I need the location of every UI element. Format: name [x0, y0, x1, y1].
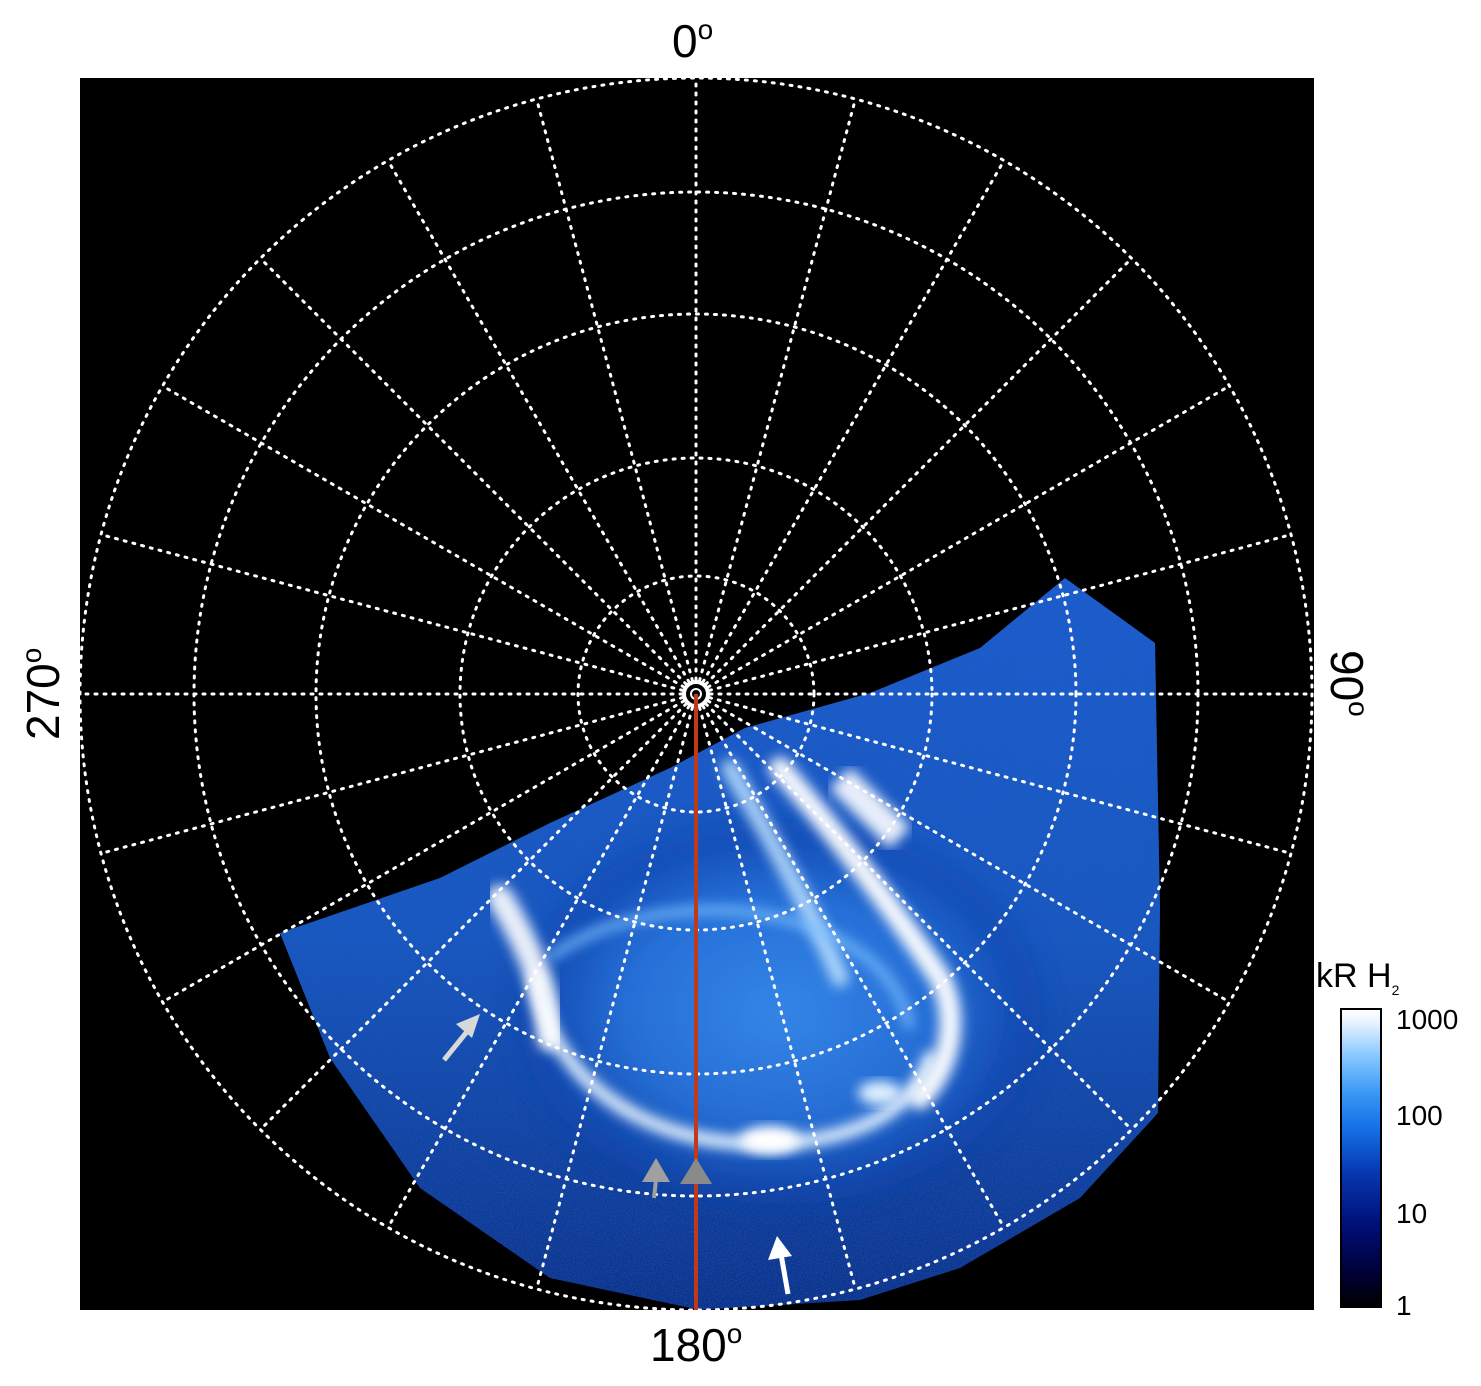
longitude-spoke: [535, 97, 694, 682]
label-90-degrees: 90o: [1321, 650, 1374, 717]
aurora-spot: [740, 1126, 800, 1154]
label-0-degrees: 0o: [672, 14, 714, 67]
colorbar-tick-1000: 1000: [1396, 1004, 1459, 1035]
longitude-spoke: [161, 699, 686, 1004]
white-arrow-bottom-icon: [768, 1236, 792, 1295]
aurora-main-arc: [528, 971, 937, 1151]
longitude-spoke: [386, 704, 691, 1229]
longitude-spoke: [706, 699, 1231, 1004]
longitude-spoke: [706, 384, 1231, 689]
colorbar: [1340, 1008, 1382, 1308]
longitude-spoke: [708, 696, 1293, 855]
longitude-spoke: [704, 256, 1134, 686]
grey-triangle-left-icon: [642, 1158, 670, 1199]
longitude-spoke: [258, 256, 688, 686]
label-270-degrees: 270o: [16, 647, 69, 740]
colorbar-title: kR H2: [1316, 957, 1400, 998]
longitude-spoke: [708, 533, 1293, 692]
grey-triangle-center-icon: [680, 1158, 712, 1184]
longitude-spoke: [99, 533, 684, 692]
latitude-ring: [80, 78, 1314, 1310]
longitude-spoke: [99, 696, 684, 855]
longitude-spoke: [258, 702, 688, 1132]
latitude-ring: [576, 574, 816, 814]
colorbar-tick-100: 100: [1396, 1100, 1443, 1131]
longitude-spoke: [698, 97, 857, 682]
label-180-degrees: 180o: [650, 1318, 743, 1371]
longitude-spoke: [701, 159, 1006, 684]
longitude-spoke: [161, 384, 686, 689]
polar-aurora-map: [80, 78, 1314, 1310]
colorbar-tick-1: 1: [1396, 1290, 1412, 1321]
longitude-spoke: [535, 706, 694, 1291]
lat-lon-grid: [80, 78, 1314, 1310]
longitude-spoke: [386, 159, 691, 684]
white-arrow-left-icon: [442, 1014, 480, 1062]
longitude-spoke: [701, 704, 1006, 1229]
longitude-spoke: [704, 702, 1134, 1132]
longitude-spoke: [698, 706, 857, 1291]
colorbar-tick-10: 10: [1396, 1198, 1428, 1229]
